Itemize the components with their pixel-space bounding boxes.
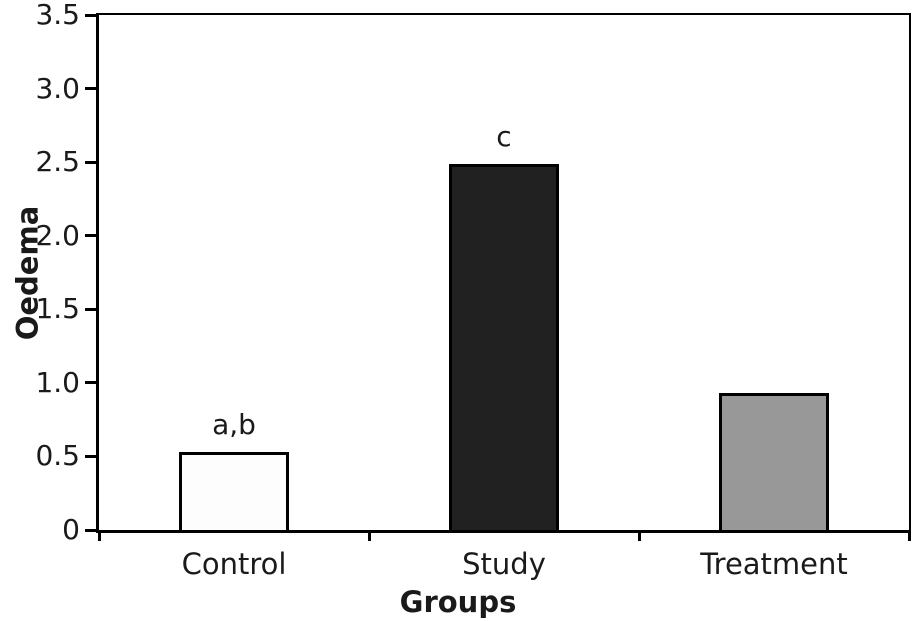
x-axis-tick-mark — [907, 530, 911, 541]
y-axis-tick-mark — [85, 528, 99, 532]
bar-annotation-control: a,b — [212, 408, 256, 442]
bar-treatment — [719, 393, 829, 530]
x-category-label-study: Study — [462, 547, 546, 581]
y-axis-tick-mark — [85, 13, 99, 17]
y-axis-tick-label: 3.0 — [35, 71, 80, 105]
y-axis-tick-mark — [85, 307, 99, 311]
y-axis-tick-mark — [85, 454, 99, 458]
y-axis-tick-mark — [85, 87, 99, 91]
bar-annotation-study: c — [496, 119, 512, 153]
y-axis-tick-mark — [85, 234, 99, 238]
y-axis-tick-mark — [85, 160, 99, 164]
x-axis-label: Groups — [399, 585, 517, 619]
x-axis-tick-mark — [97, 530, 101, 541]
y-axis-tick-mark — [85, 381, 99, 385]
y-axis-tick-label: 2.0 — [35, 218, 80, 252]
y-axis-tick-label: 0 — [62, 513, 80, 546]
plot-area: 0 0.5 1.0 1.5 2.0 2.5 3.0 3.5 a,b c — [35, 1, 911, 544]
bar-study — [449, 163, 559, 530]
y-axis-tick-label: 3.5 — [35, 0, 80, 31]
y-axis-tick-label: 1.5 — [35, 292, 80, 326]
x-category-label-treatment: Treatment — [700, 547, 848, 581]
x-category-label-control: Control — [181, 547, 287, 581]
y-axis-tick-label: 2.5 — [35, 145, 80, 179]
y-axis-tick-label: 1.0 — [35, 365, 80, 399]
bar-control — [179, 452, 289, 530]
x-axis-tick-mark — [637, 530, 641, 541]
y-axis-tick-label: 0.5 — [35, 439, 80, 473]
x-axis-tick-mark — [367, 530, 371, 541]
